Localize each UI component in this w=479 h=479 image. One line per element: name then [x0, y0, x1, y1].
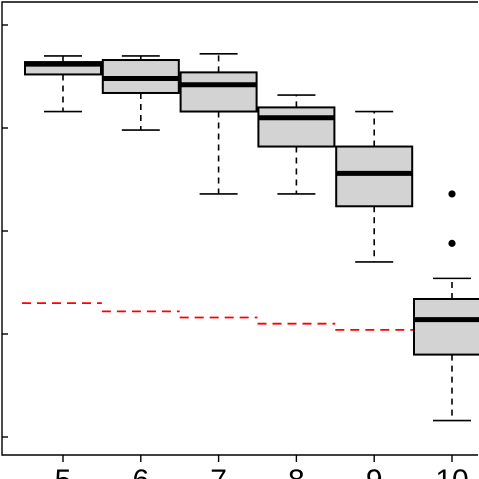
axes-frame: [1, 1, 478, 456]
interquartile-box: [257, 106, 336, 148]
box-7: [179, 53, 258, 195]
box-8: [257, 94, 336, 195]
x-tick-label: 5: [55, 464, 72, 479]
x-tick-label: 6: [132, 464, 149, 479]
box-5: [24, 55, 102, 113]
reference-line: [22, 302, 478, 340]
interquartile-box: [335, 145, 414, 208]
x-tick-label: 8: [288, 464, 305, 479]
x-tick-label: 9: [366, 464, 383, 479]
box-9: [335, 110, 414, 263]
outlier-point: [448, 190, 456, 198]
x-tick-label: 7: [210, 464, 227, 479]
box-10: [413, 190, 479, 422]
interquartile-box: [179, 71, 258, 113]
outlier-point: [448, 239, 456, 247]
x-axis-tick-labels: 5 6 7 8 9 10: [55, 455, 469, 479]
plot-frame: [1, 1, 478, 456]
box-series: [24, 53, 479, 422]
x-tick-label: 10: [435, 464, 468, 479]
box-6: [101, 55, 180, 131]
interquartile-box: [413, 297, 479, 356]
y-axis-ticks: [2, 24, 8, 438]
